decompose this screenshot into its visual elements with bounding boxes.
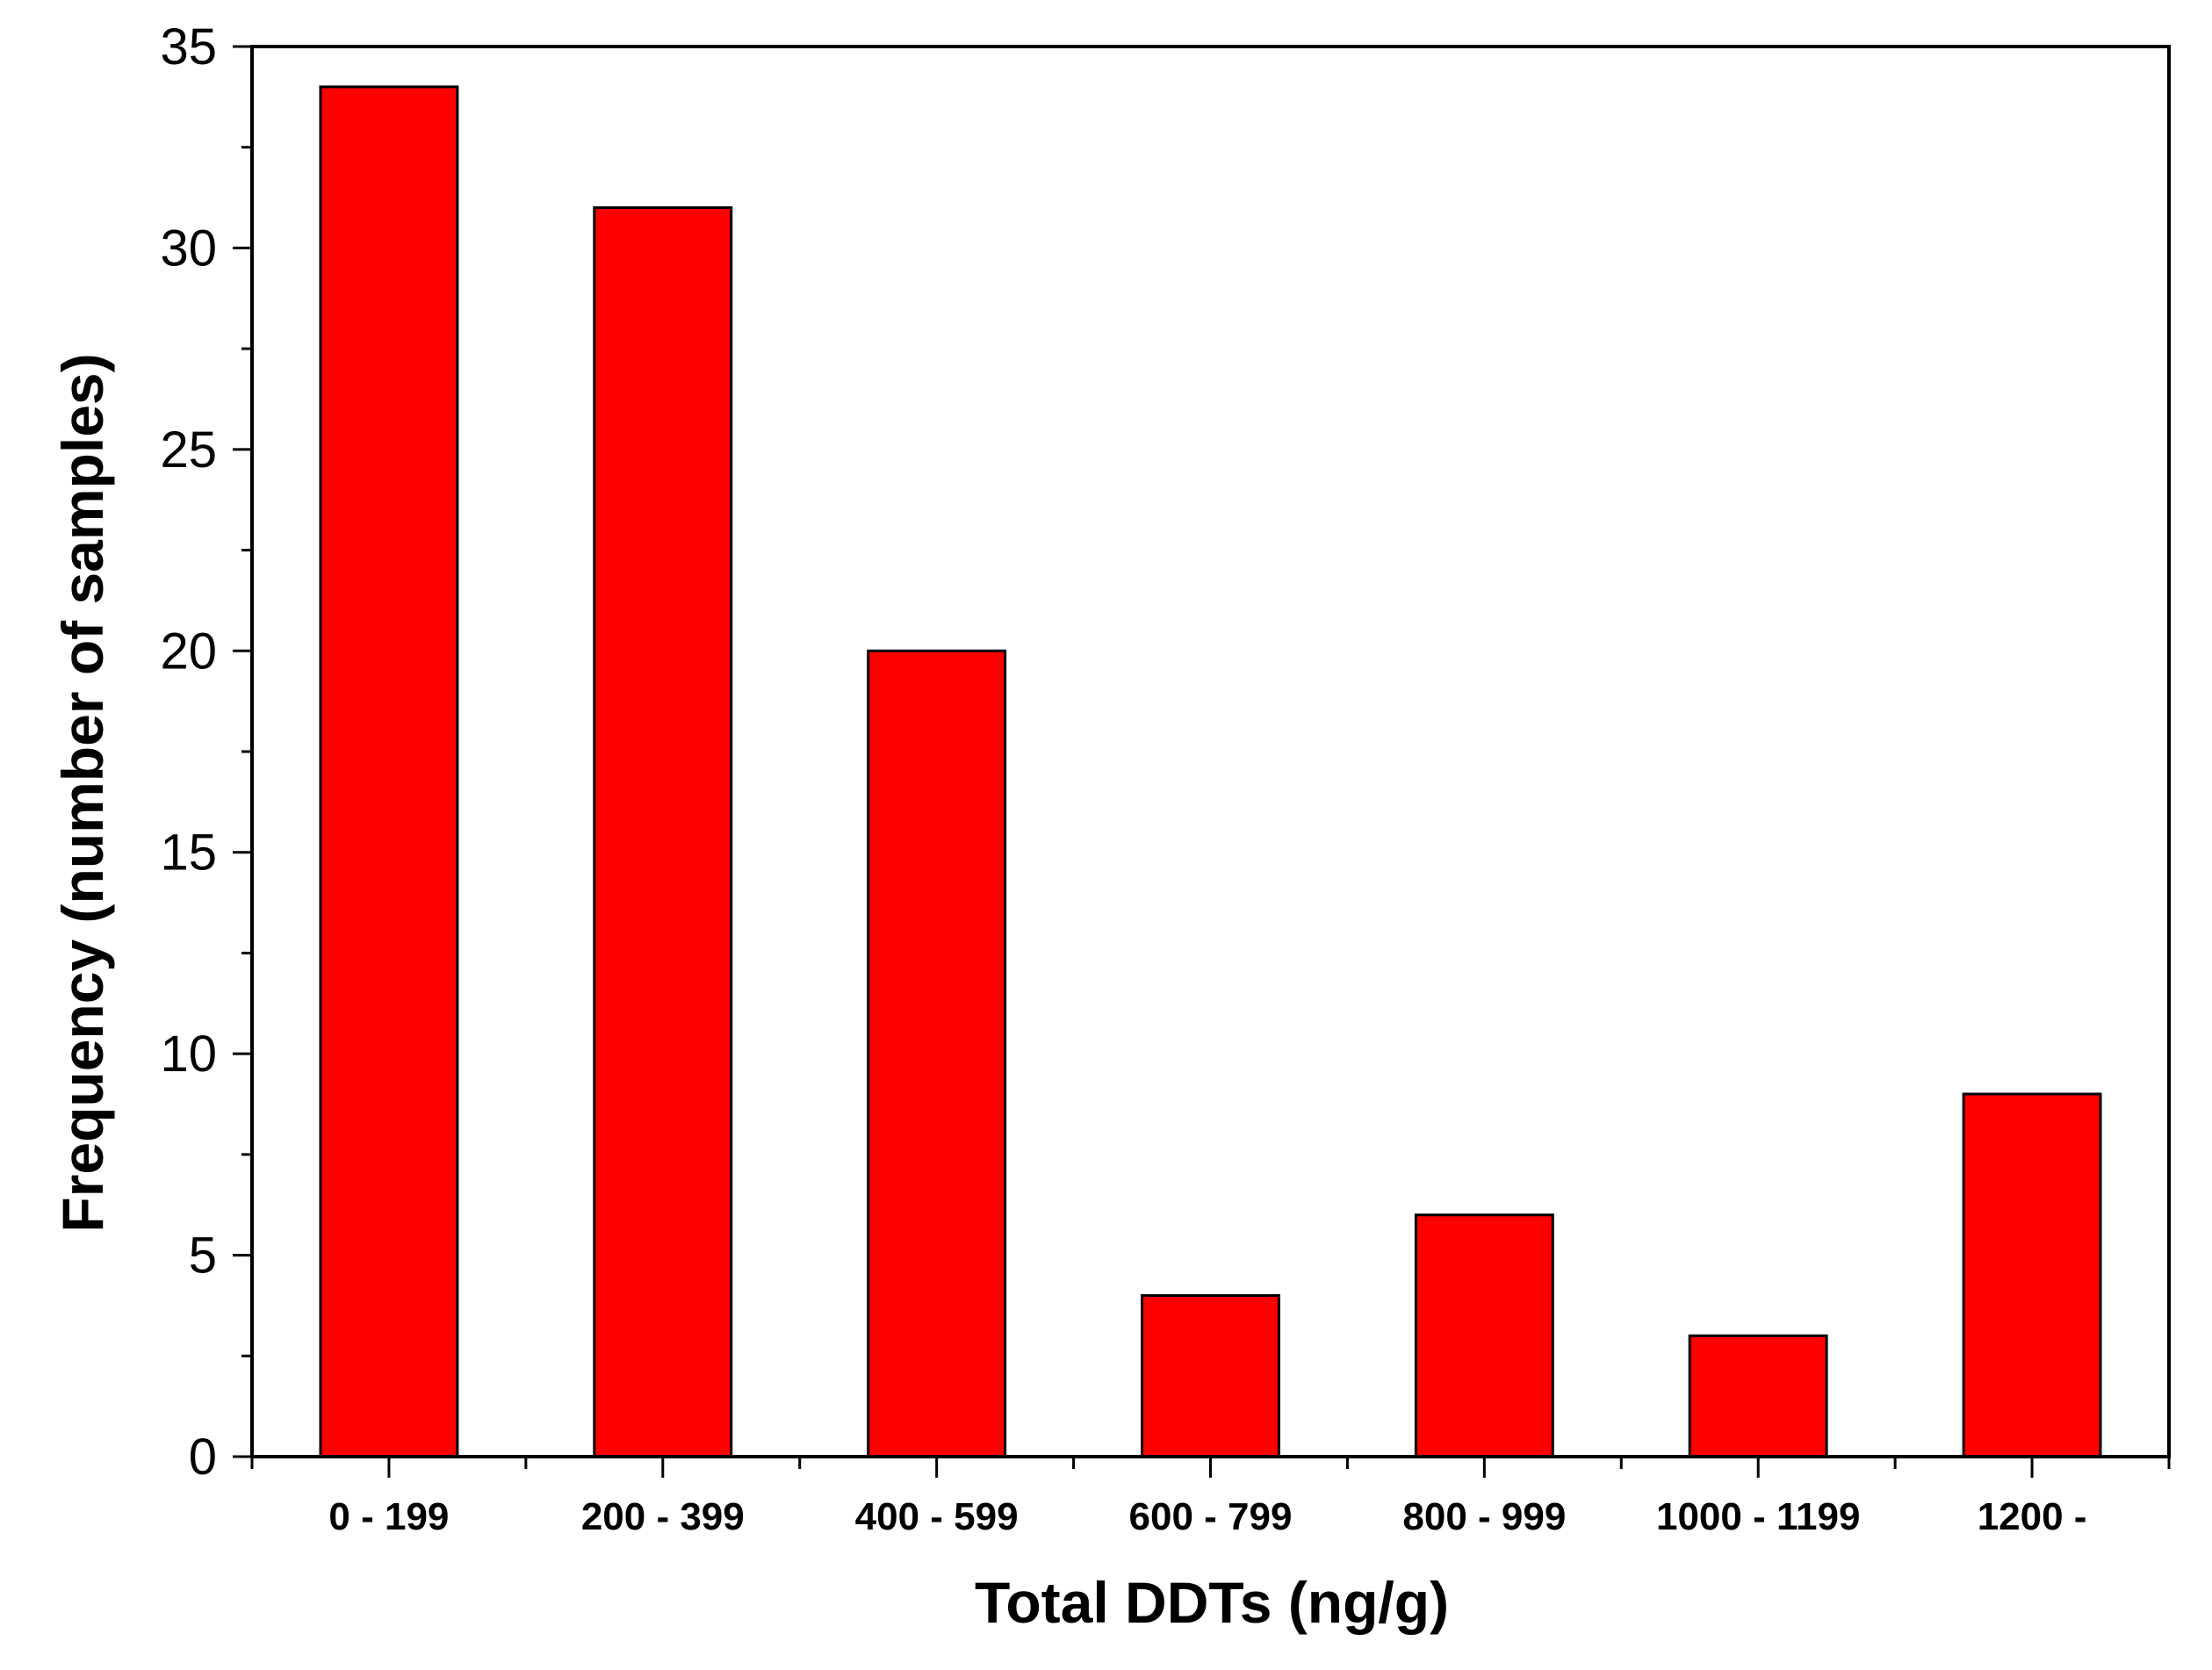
x-axis-title: Total DDTs (ng/g): [975, 1570, 1449, 1635]
x-ticks-group: 0 - 199 200 - 399 400 - 599 600 - 799 800 - …: [250, 1457, 2171, 1538]
bar-1: [319, 85, 459, 1458]
y-tick-label: 5: [189, 1227, 217, 1285]
y-tick-label: 10: [160, 1026, 217, 1083]
bar-6: [1688, 1334, 1828, 1458]
x-tick-label: 200 - 399: [581, 1495, 745, 1538]
bar-3: [867, 649, 1007, 1458]
y-tick-label: 0: [189, 1429, 217, 1486]
bar-2: [593, 206, 733, 1458]
x-tick-label: 400 - 599: [855, 1495, 1019, 1538]
y-tick-label: 25: [160, 421, 217, 479]
x-tick-label: 1000 - 1199: [1656, 1495, 1860, 1538]
y-tick-label: 15: [160, 824, 217, 882]
x-tick-label: 1200 -: [1978, 1495, 2087, 1538]
bar-5: [1414, 1213, 1554, 1458]
x-tick-label: 600 - 799: [1129, 1495, 1293, 1538]
y-tick-label: 20: [160, 623, 217, 680]
bar-4: [1141, 1294, 1280, 1458]
x-tick-label: 0 - 199: [328, 1495, 449, 1538]
bar-7: [1962, 1092, 2102, 1458]
y-tick-label: 30: [160, 220, 217, 277]
x-tick-label: 800 - 999: [1402, 1495, 1566, 1538]
y-tick-label: 35: [160, 18, 217, 76]
y-axis-title: Frequency (number of samples): [50, 353, 115, 1232]
y-ticks-group: 0 5 10 15 20 25 30 35: [160, 18, 252, 1486]
bars-group: [319, 85, 2102, 1458]
